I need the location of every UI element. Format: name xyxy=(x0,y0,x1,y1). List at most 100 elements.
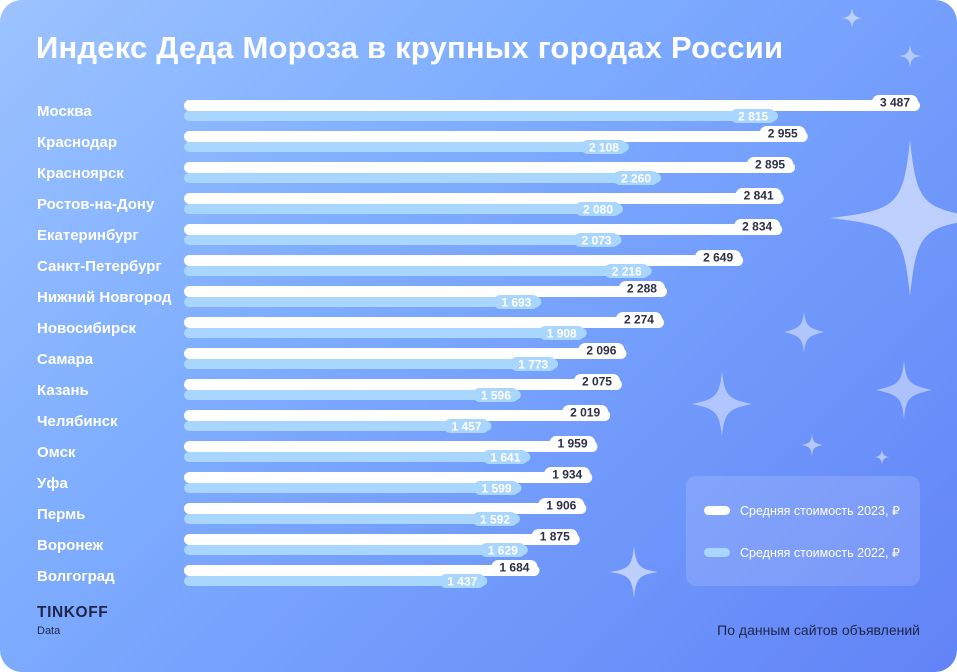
bar-2022 xyxy=(184,390,521,400)
sparkle-icon xyxy=(875,450,889,464)
bar-2022 xyxy=(184,204,624,214)
chart-legend: Средняя стоимость 2023, ₽ Средняя стоимо… xyxy=(686,476,920,586)
value-pill-2023 xyxy=(747,157,794,171)
sparkle-icon xyxy=(692,372,752,436)
sparkle-icon xyxy=(802,434,822,456)
bar-2022 xyxy=(184,142,629,152)
bar-2023 xyxy=(184,255,744,266)
bar-2022 xyxy=(184,452,531,462)
data-label-2022: 1 599 xyxy=(481,482,511,496)
source-note: По данным сайтов объявлений xyxy=(717,622,920,638)
sparkle-icon xyxy=(830,140,957,296)
city-label: Самара xyxy=(37,351,94,368)
bar-2023 xyxy=(184,224,783,235)
value-pill-2023 xyxy=(615,312,662,326)
bar-2022 xyxy=(184,173,662,183)
legend-swatch-2022 xyxy=(704,548,730,557)
bar-2023 xyxy=(184,565,540,576)
value-pill-2023 xyxy=(538,498,585,512)
bar-2022 xyxy=(184,235,622,245)
value-pill-2022 xyxy=(510,357,557,371)
bar-2022 xyxy=(184,421,492,431)
data-label-2023: 3 487 xyxy=(880,96,910,110)
data-label-2023: 2 649 xyxy=(703,251,733,265)
city-label: Екатеринбург xyxy=(37,227,139,244)
bar-2023 xyxy=(184,100,920,111)
value-pill-2022 xyxy=(439,574,486,588)
bar-2022 xyxy=(184,514,521,524)
value-pill-2022 xyxy=(443,419,490,433)
value-pill-2023 xyxy=(735,188,782,202)
value-pill-2023 xyxy=(578,343,625,357)
value-pill-2022 xyxy=(538,326,585,340)
value-pill-2022 xyxy=(575,202,622,216)
bar-2022 xyxy=(184,576,488,586)
bar-2022 xyxy=(184,483,522,493)
data-label-2023: 2 019 xyxy=(570,406,600,420)
value-pill-2023 xyxy=(759,126,806,140)
data-label-2023: 1 906 xyxy=(546,499,576,513)
bar-2022 xyxy=(184,545,528,555)
data-label-2023: 2 274 xyxy=(624,313,654,327)
data-label-2023: 2 955 xyxy=(768,127,798,141)
bar-2023 xyxy=(184,410,611,421)
bar-2023 xyxy=(184,472,593,483)
value-pill-2022 xyxy=(603,264,650,278)
city-label: Челябинск xyxy=(37,413,118,430)
bar-2023 xyxy=(184,286,667,297)
city-label: Красноярск xyxy=(37,165,124,182)
legend-label-2022: Средняя стоимость 2022, ₽ xyxy=(740,546,900,560)
bar-2022 xyxy=(184,111,779,121)
value-pill-2022 xyxy=(473,481,520,495)
brand-logo: TINKOFF Data xyxy=(37,604,108,637)
data-label-2023: 2 834 xyxy=(742,220,772,234)
data-label-2022: 2 815 xyxy=(738,110,768,124)
bar-2023 xyxy=(184,441,598,452)
city-label: Новосибирск xyxy=(37,320,137,337)
value-pill-2022 xyxy=(472,512,519,526)
value-pill-2023 xyxy=(872,95,918,109)
data-label-2022: 2 260 xyxy=(621,172,651,186)
bar-2023 xyxy=(184,503,587,514)
value-pill-2022 xyxy=(472,388,519,402)
city-label: Санкт-Петербург xyxy=(37,258,162,275)
data-label-2022: 2 108 xyxy=(589,141,619,155)
bar-2023 xyxy=(184,348,627,359)
city-label: Волгоград xyxy=(37,568,115,585)
value-pill-2022 xyxy=(573,233,620,247)
data-label-2023: 2 288 xyxy=(627,282,657,296)
data-label-2022: 2 216 xyxy=(612,265,642,279)
data-label-2022: 2 080 xyxy=(583,203,613,217)
data-label-2023: 2 075 xyxy=(582,375,612,389)
value-pill-2023 xyxy=(549,436,596,450)
bar-2023 xyxy=(184,379,622,390)
data-label-2022: 1 629 xyxy=(488,544,518,558)
city-label: Пермь xyxy=(37,506,85,523)
value-pill-2023 xyxy=(562,405,609,419)
city-label: Омск xyxy=(37,444,76,461)
value-pill-2023 xyxy=(531,529,578,543)
data-label-2022: 1 596 xyxy=(481,389,511,403)
bar-2022 xyxy=(184,266,652,276)
bar-2022 xyxy=(184,297,542,307)
data-label-2022: 2 073 xyxy=(582,234,612,248)
data-label-2023: 1 875 xyxy=(540,530,570,544)
value-pill-2023 xyxy=(491,560,538,574)
bar-2023 xyxy=(184,193,784,204)
data-label-2022: 1 641 xyxy=(490,451,520,465)
legend-item-2023: Средняя стоимость 2023, ₽ xyxy=(704,503,900,518)
data-label-2022: 1 437 xyxy=(447,575,477,589)
data-label-2023: 2 096 xyxy=(586,344,616,358)
chart-title: Индекс Деда Мороза в крупных городах Рос… xyxy=(36,30,784,65)
data-label-2023: 2 841 xyxy=(744,189,774,203)
city-label: Ростов-на-Дону xyxy=(37,196,155,213)
data-label-2023: 1 959 xyxy=(557,437,587,451)
sparkle-icon xyxy=(784,312,824,352)
data-label-2023: 1 684 xyxy=(499,561,529,575)
value-pill-2023 xyxy=(544,467,591,481)
data-label-2022: 1 592 xyxy=(480,513,510,527)
bar-2023 xyxy=(184,131,808,142)
value-pill-2022 xyxy=(479,543,526,557)
